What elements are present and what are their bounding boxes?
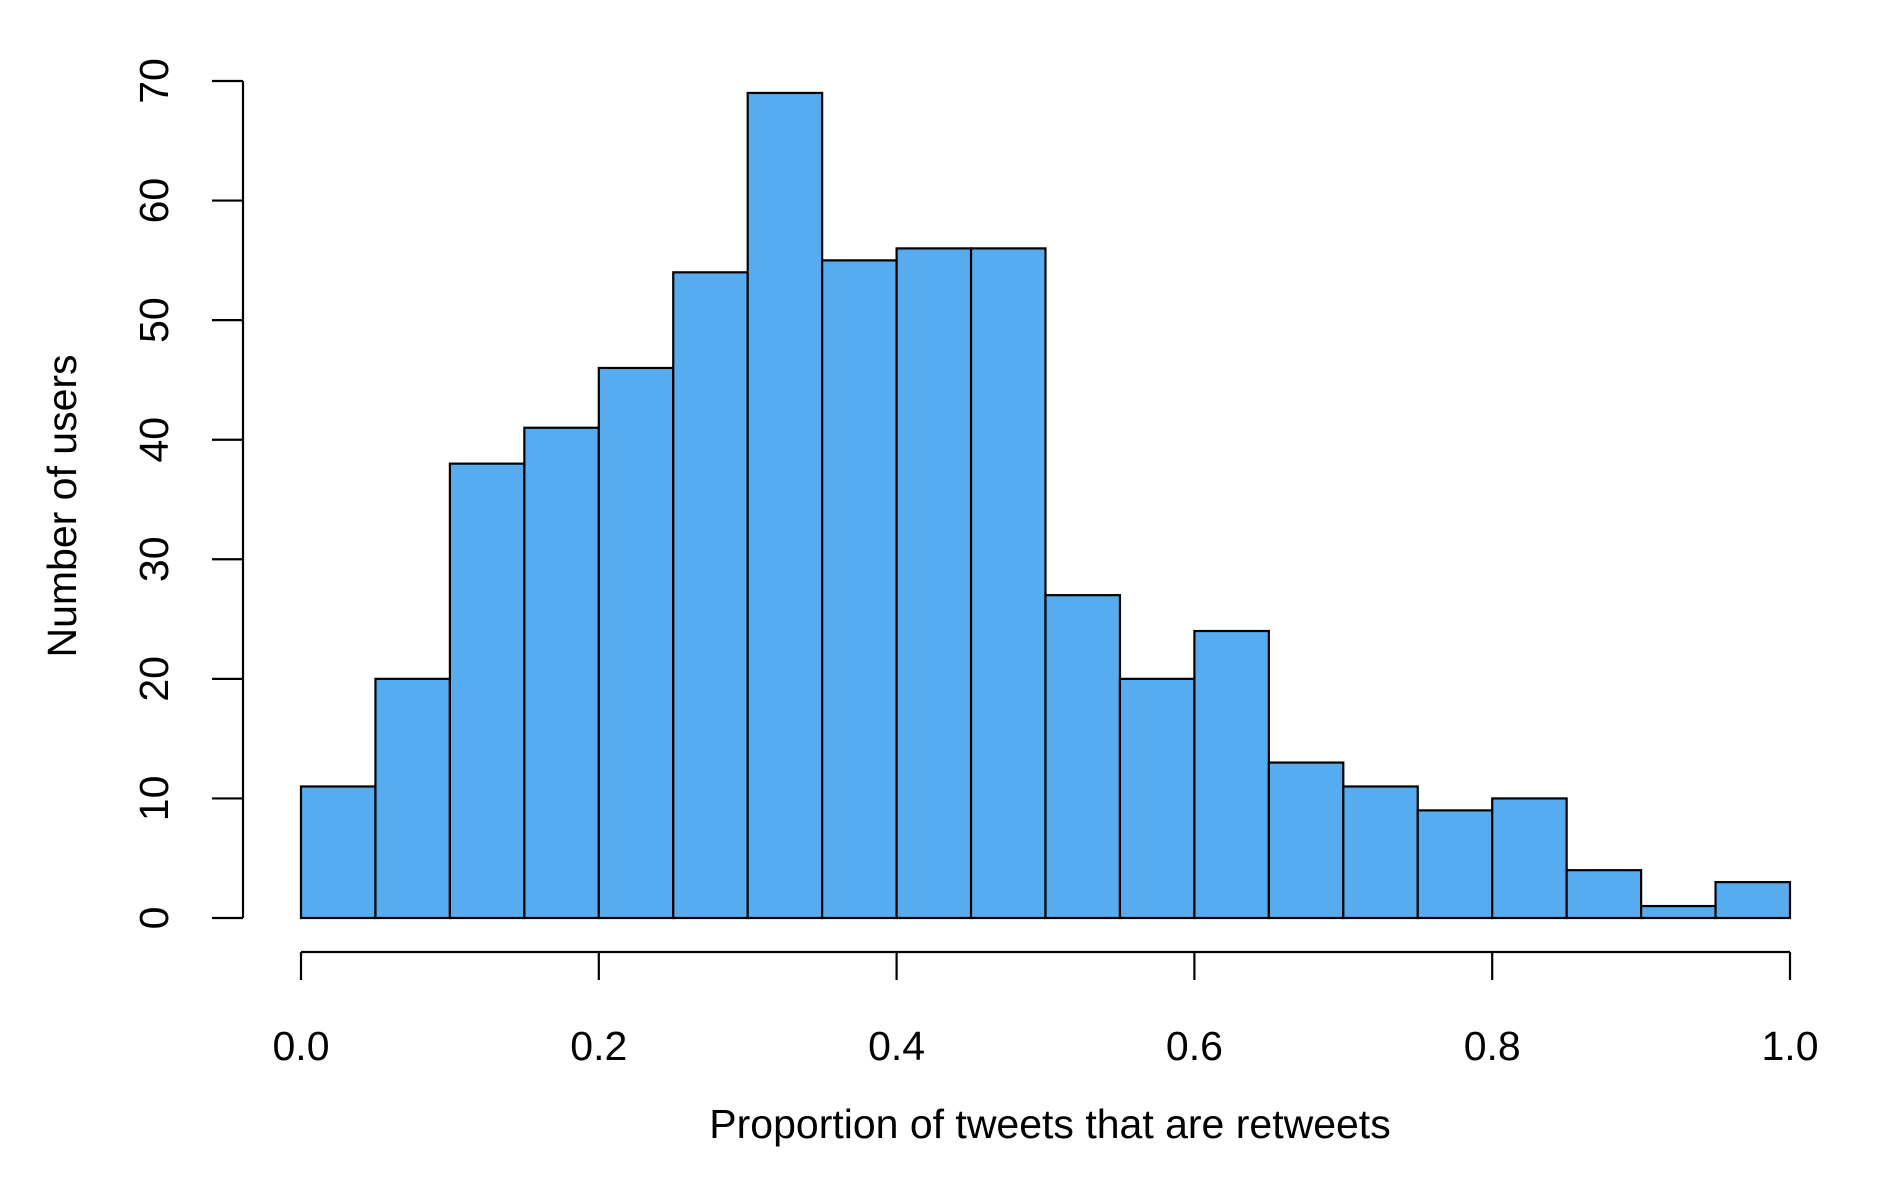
x-tick-label: 0.0 <box>273 1023 330 1069</box>
x-tick-label: 0.6 <box>1166 1023 1223 1069</box>
x-axis: 0.0 0.2 0.4 0.6 0.8 1.0 <box>273 950 1819 1069</box>
y-tick-label: 70 <box>131 58 177 104</box>
histogram-bar <box>374 677 452 920</box>
y-axis: 0 10 20 30 40 50 60 70 <box>131 58 245 930</box>
x-tick-label: 0.4 <box>868 1023 925 1069</box>
histogram-bar <box>1267 761 1345 920</box>
histogram-bar <box>1491 797 1568 920</box>
histogram-bar <box>1565 869 1643 920</box>
histogram-bar <box>448 462 526 920</box>
histogram-bar <box>1714 881 1792 920</box>
histogram-bar <box>969 247 1047 920</box>
histogram-bar <box>1342 785 1419 920</box>
histogram-bar <box>1639 904 1717 920</box>
histogram-bar <box>523 426 600 920</box>
y-tick-label: 10 <box>131 776 177 822</box>
histogram-bar <box>1416 809 1494 920</box>
bars-group <box>299 91 1792 920</box>
y-tick-label: 40 <box>131 417 177 463</box>
y-tick-label: 30 <box>131 536 177 582</box>
histogram-bar <box>1193 629 1270 920</box>
y-tick-label: 0 <box>131 907 177 930</box>
x-axis-label: Proportion of tweets that are retweets <box>709 1101 1390 1147</box>
histogram-bar <box>1118 677 1196 920</box>
x-tick-label: 1.0 <box>1762 1023 1819 1069</box>
histogram-bar <box>895 247 973 920</box>
x-tick-label: 0.8 <box>1464 1023 1521 1069</box>
histogram-bar <box>1044 594 1122 920</box>
histogram-bar <box>746 91 824 920</box>
x-tick-label: 0.2 <box>570 1023 627 1069</box>
y-tick-label: 50 <box>131 297 177 343</box>
histogram-bar <box>299 785 377 920</box>
histogram-bar <box>672 271 749 920</box>
y-axis-label: Number of users <box>39 354 85 657</box>
y-tick-label: 20 <box>131 656 177 702</box>
histogram-bar <box>821 259 898 920</box>
histogram-bar <box>597 366 675 920</box>
y-tick-label: 60 <box>131 178 177 224</box>
